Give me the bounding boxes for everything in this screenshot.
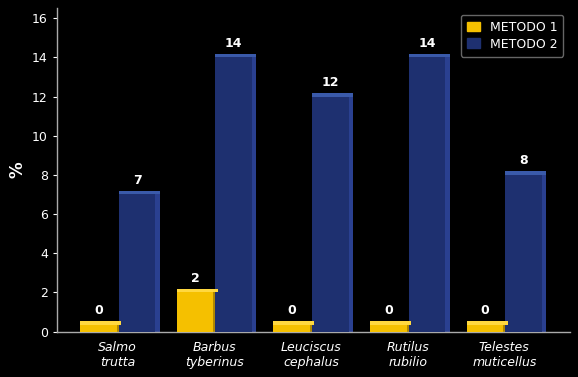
Bar	[312, 97, 349, 332]
Bar	[252, 57, 257, 332]
Bar	[505, 172, 542, 175]
Bar	[273, 325, 310, 332]
Bar	[409, 57, 446, 332]
Bar	[117, 325, 121, 332]
Bar	[407, 325, 411, 332]
Bar	[466, 325, 503, 332]
Bar	[542, 175, 546, 332]
Bar	[213, 293, 218, 332]
Text: 8: 8	[520, 155, 528, 167]
Bar	[117, 321, 121, 325]
Bar	[177, 289, 213, 293]
Bar	[118, 191, 155, 195]
Bar	[216, 54, 252, 57]
Bar	[80, 325, 117, 332]
Bar	[252, 54, 257, 57]
Bar	[409, 54, 446, 57]
Bar	[446, 57, 450, 332]
Bar	[370, 325, 407, 332]
Text: 14: 14	[418, 37, 436, 50]
Bar	[349, 97, 353, 332]
Bar	[310, 321, 314, 325]
Bar	[505, 175, 542, 332]
Bar	[503, 325, 507, 332]
Legend: METODO 1, METODO 2: METODO 1, METODO 2	[461, 15, 564, 57]
Text: 2: 2	[191, 272, 199, 285]
Text: 0: 0	[287, 304, 296, 317]
Bar	[155, 191, 160, 195]
Bar	[370, 321, 407, 325]
Bar	[213, 289, 218, 293]
Bar	[542, 172, 546, 175]
Bar	[310, 325, 314, 332]
Text: 12: 12	[321, 76, 339, 89]
Text: 0: 0	[94, 304, 103, 317]
Bar	[503, 321, 507, 325]
Text: 14: 14	[225, 37, 243, 50]
Bar	[273, 321, 310, 325]
Bar	[407, 321, 411, 325]
Bar	[446, 54, 450, 57]
Text: 0: 0	[481, 304, 490, 317]
Y-axis label: %: %	[8, 162, 27, 178]
Bar	[155, 195, 160, 332]
Bar	[177, 293, 213, 332]
Bar	[349, 93, 353, 97]
Bar	[466, 321, 503, 325]
Bar	[118, 195, 155, 332]
Text: 0: 0	[384, 304, 392, 317]
Bar	[216, 57, 252, 332]
Text: 7: 7	[133, 174, 142, 187]
Bar	[312, 93, 349, 97]
Bar	[80, 321, 117, 325]
